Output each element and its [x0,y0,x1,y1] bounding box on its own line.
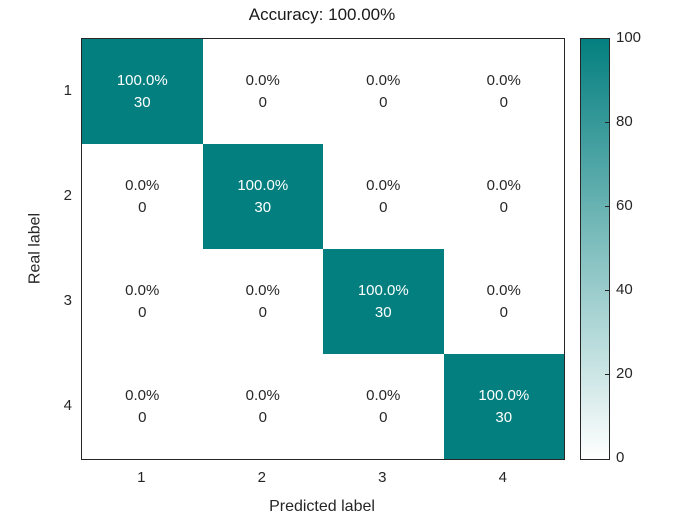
cell-percent: 100.0% [357,281,409,299]
cell-count: 30 [254,198,272,216]
cell-percent: 100.0% [478,386,530,404]
matrix-cell-r2-c4: 0.0% 0 [444,144,565,249]
matrix-cell-r4-c3: 0.0% 0 [323,354,444,459]
chart-title: Accuracy: 100.00% [248,5,396,24]
x-tick-1: 1 [137,469,146,486]
cell-percent: 0.0% [486,71,521,89]
cell-count: 0 [258,408,267,426]
plot-area: 100.0% 30 0.0% 0 0.0% 0 0.0% 0 0.0% 0 100.0% 30 0.0%… [81,38,565,460]
matrix-cell-r2-c1: 0.0% 0 [82,144,203,249]
cell-percent: 0.0% [125,386,160,404]
colorbar-tick-mark-40 [605,290,609,291]
cell-count: 30 [495,408,513,426]
colorbar-tick-label-0: 0 [616,449,625,466]
colorbar-tick-mark-80 [605,122,609,123]
matrix-cell-r1-c2: 0.0% 0 [203,39,324,144]
cell-percent: 0.0% [366,386,401,404]
colorbar-tick-label-60: 60 [616,197,633,214]
cell-percent: 0.0% [125,176,160,194]
colorbar-tick-mark-60 [605,206,609,207]
cell-count: 0 [258,93,267,111]
y-tick-3: 3 [63,291,72,309]
cell-count: 0 [379,408,388,426]
cell-percent: 0.0% [366,176,401,194]
matrix-cell-r4-c2: 0.0% 0 [203,354,324,459]
cell-percent: 0.0% [245,386,280,404]
x-tick-3: 3 [378,469,387,486]
cell-percent: 0.0% [366,71,401,89]
cell-count: 0 [499,93,508,111]
matrix-grid: 100.0% 30 0.0% 0 0.0% 0 0.0% 0 0.0% 0 100.0% 30 0.0%… [82,39,564,459]
cell-count: 0 [138,198,147,216]
matrix-cell-r3-c3: 100.0% 30 [323,249,444,354]
colorbar [580,38,610,460]
x-axis-label: Predicted label [269,498,375,515]
cell-percent: 0.0% [245,71,280,89]
cell-count: 0 [499,303,508,321]
cell-percent: 100.0% [237,176,289,194]
matrix-cell-r1-c4: 0.0% 0 [444,39,565,144]
cell-count: 0 [379,198,388,216]
cell-count: 0 [379,93,388,111]
y-tick-4: 4 [63,396,72,414]
cell-count: 30 [133,93,151,111]
matrix-cell-r4-c1: 0.0% 0 [82,354,203,459]
cell-percent: 100.0% [116,71,168,89]
x-tick-4: 4 [498,469,507,486]
matrix-cell-r3-c4: 0.0% 0 [444,249,565,354]
colorbar-tick-label-100: 100 [616,29,642,46]
cell-percent: 0.0% [245,281,280,299]
matrix-cell-r4-c4: 100.0% 30 [443,354,564,459]
y-tick-1: 1 [63,81,72,99]
cell-count: 0 [138,303,147,321]
cell-percent: 0.0% [486,281,521,299]
matrix-cell-r3-c1: 0.0% 0 [82,249,203,354]
colorbar-tick-mark-20 [605,374,609,375]
matrix-cell-r3-c2: 0.0% 0 [203,249,324,354]
cell-count: 30 [374,303,392,321]
x-tick-2: 2 [257,469,266,486]
cell-count: 0 [258,303,267,321]
colorbar-tick-label-20: 20 [616,365,633,382]
matrix-cell-r1-c3: 0.0% 0 [323,39,444,144]
colorbar-tick-label-80: 80 [616,113,633,130]
y-tick-2: 2 [63,186,72,204]
matrix-cell-r1-c1: 100.0% 30 [82,39,203,144]
colorbar-tick-label-40: 40 [616,281,633,298]
matrix-cell-r2-c2: 100.0% 30 [202,144,323,249]
matrix-cell-r2-c3: 0.0% 0 [323,144,444,249]
cell-count: 0 [138,408,147,426]
cell-count: 0 [499,198,508,216]
cell-percent: 0.0% [486,176,521,194]
cell-percent: 0.0% [125,281,160,299]
